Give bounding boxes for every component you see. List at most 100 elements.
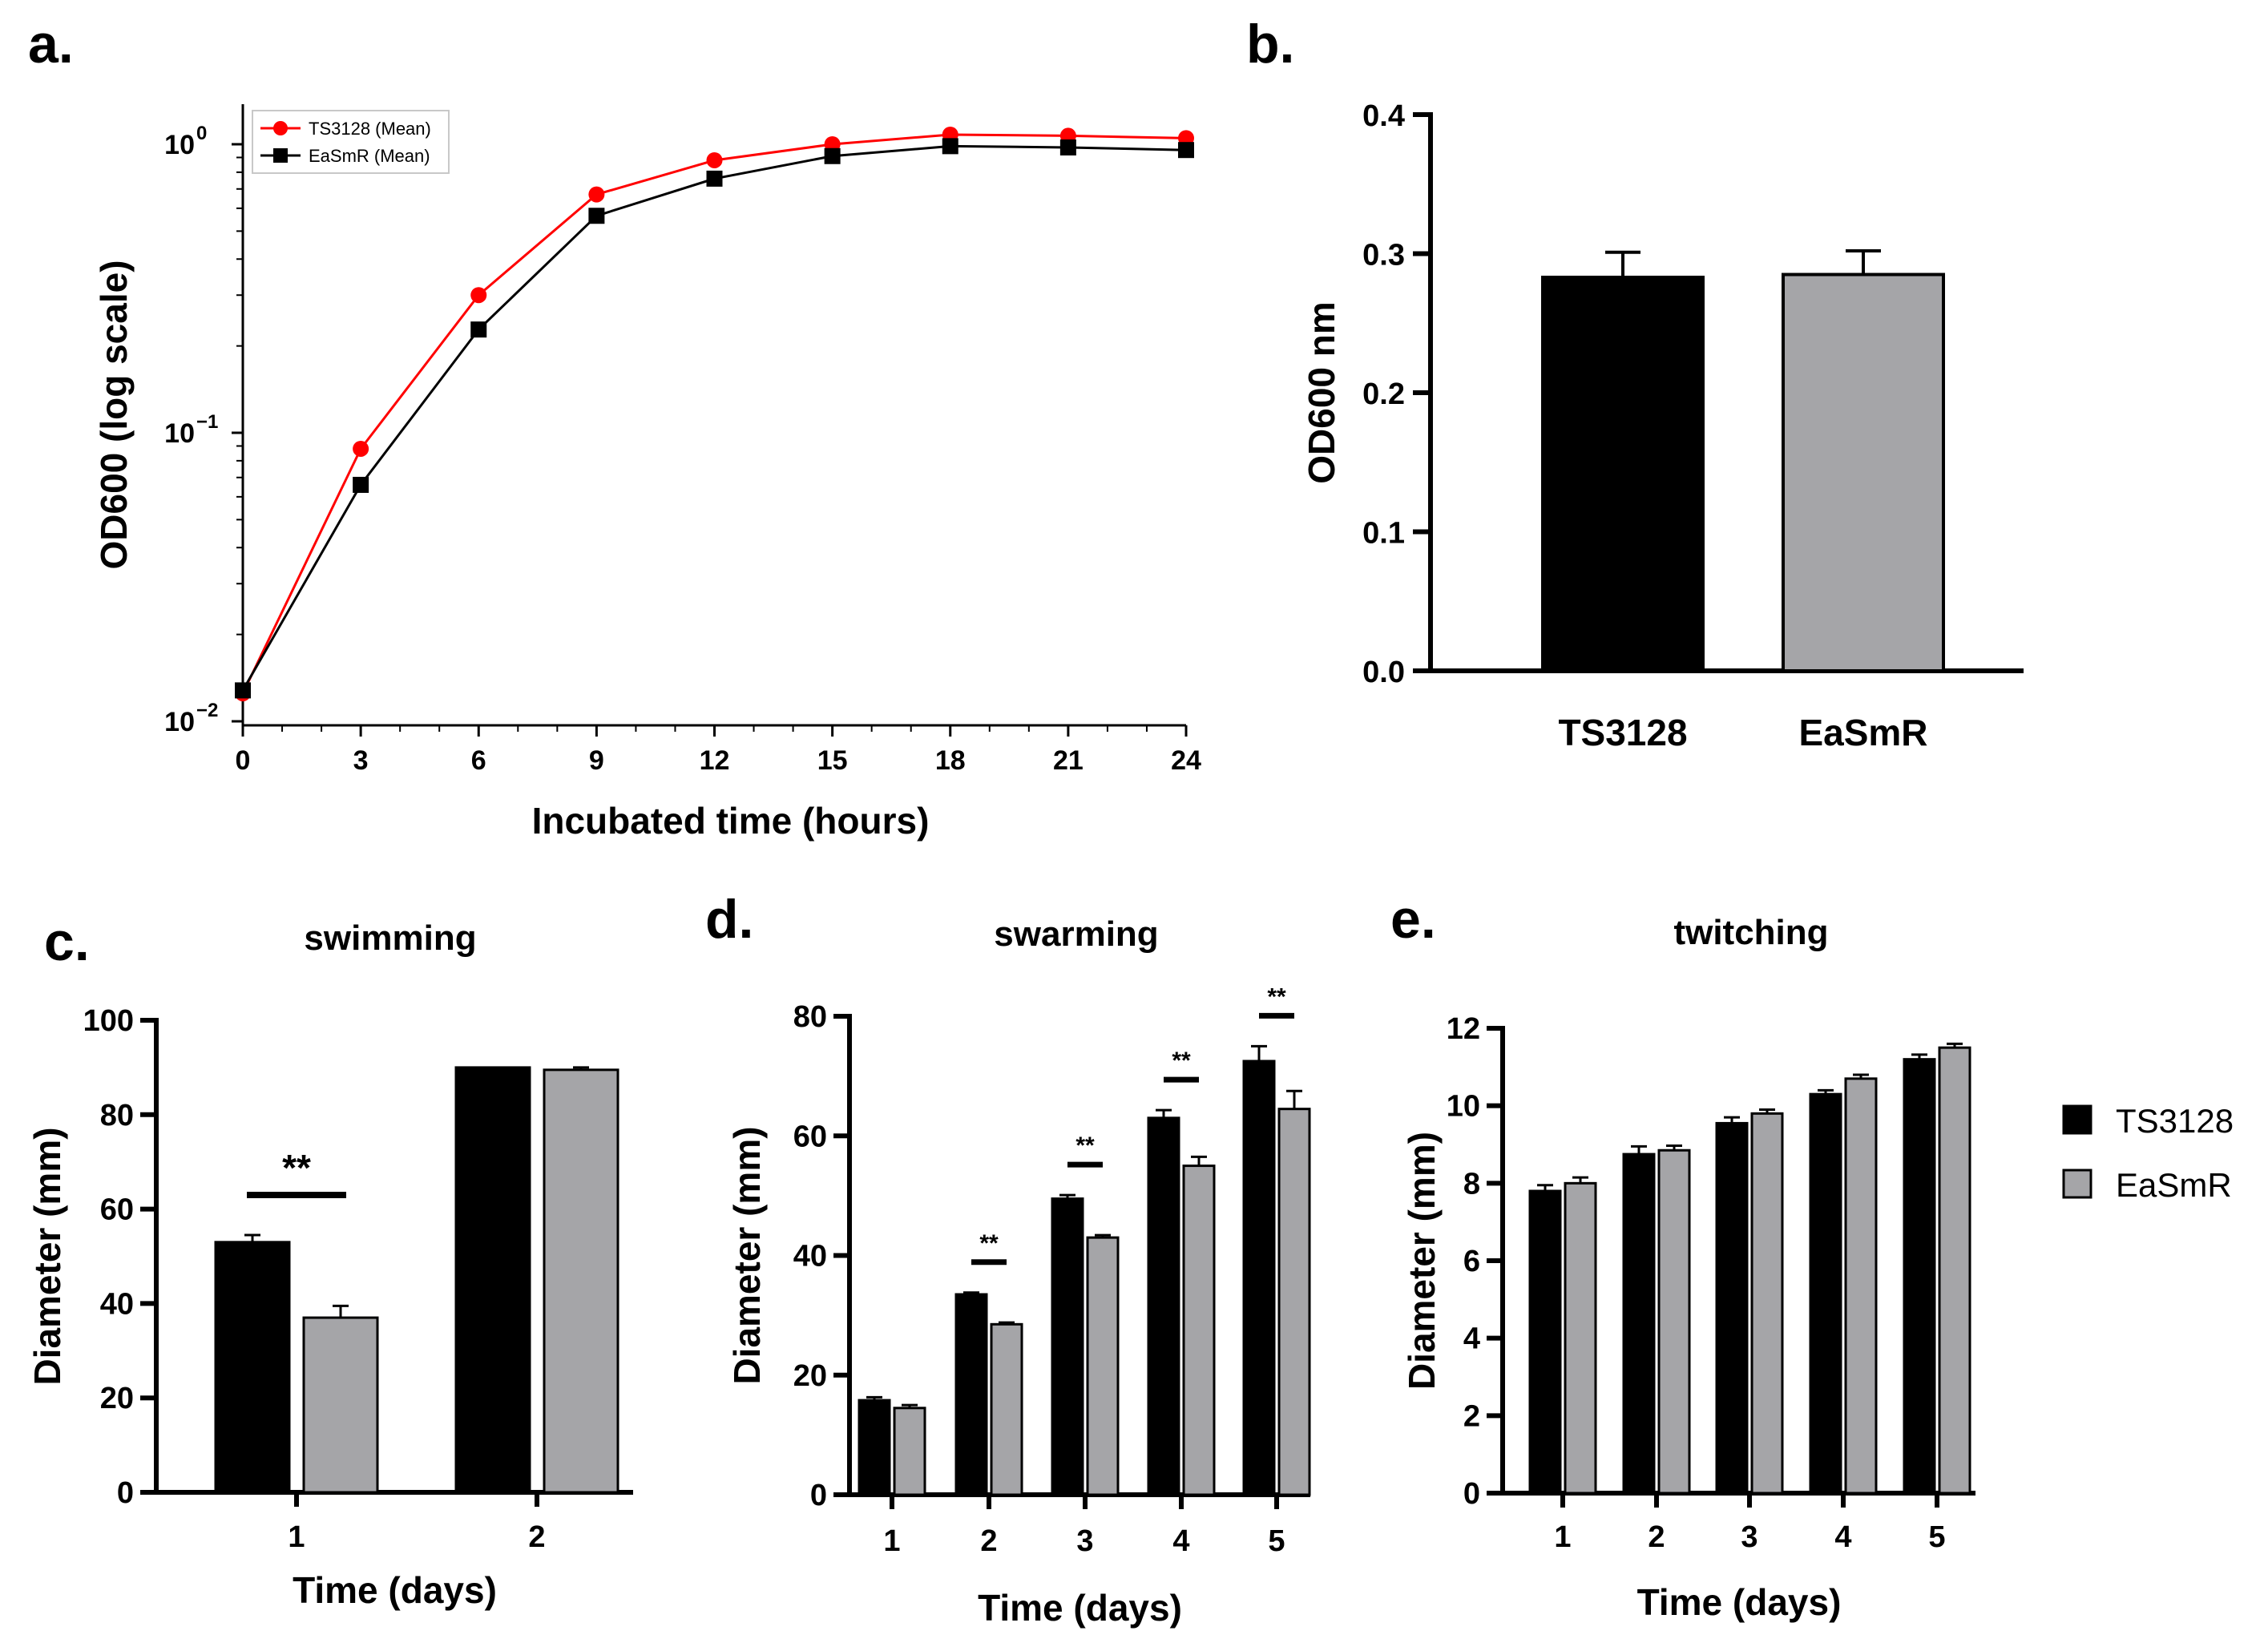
x-tick-label: 5 bbox=[1928, 1520, 1945, 1554]
data-point bbox=[942, 138, 958, 155]
x-tick-label: 1 bbox=[1554, 1520, 1571, 1554]
bar bbox=[1564, 1181, 1597, 1495]
data-point bbox=[235, 682, 251, 699]
x-tick-label: 12 bbox=[700, 745, 730, 776]
x-tick-label: 18 bbox=[935, 745, 966, 776]
y-axis-label: OD600 nm bbox=[1301, 301, 1342, 484]
data-point bbox=[1178, 142, 1194, 159]
y-tick-label: 10 bbox=[164, 418, 195, 449]
y-tick-label: 0.3 bbox=[1362, 239, 1405, 272]
legend-swatch bbox=[2062, 1169, 2092, 1199]
data-point bbox=[588, 208, 605, 224]
legend-label: TS3128 (Mean) bbox=[309, 119, 431, 139]
y-axis-label: Diameter (mm) bbox=[1401, 1132, 1443, 1390]
bar bbox=[1750, 1112, 1784, 1495]
bar bbox=[1528, 1189, 1562, 1495]
significance-marker: ** bbox=[1172, 1048, 1191, 1074]
x-tick-label: 15 bbox=[817, 745, 848, 776]
y-tick-label: 6 bbox=[1463, 1245, 1480, 1278]
significance-marker: ** bbox=[1075, 1132, 1095, 1159]
y-tick-label: 100 bbox=[83, 1004, 134, 1038]
x-tick-label: 4 bbox=[1172, 1524, 1189, 1558]
bar bbox=[1938, 1046, 1971, 1495]
panel-letter: c. bbox=[44, 911, 90, 972]
y-axis-label: OD600 (log scale) bbox=[93, 260, 135, 569]
y-tick-label: 20 bbox=[100, 1382, 134, 1415]
bar bbox=[1782, 272, 1945, 672]
y-tick-label: 0.2 bbox=[1362, 377, 1405, 411]
bar bbox=[1809, 1092, 1842, 1495]
bar bbox=[858, 1399, 891, 1496]
legend-label: TS3128 bbox=[2116, 1102, 2234, 1140]
x-axis-label: Time (days) bbox=[978, 1587, 1182, 1629]
chart-title: swarming bbox=[994, 914, 1158, 954]
x-tick-label: 5 bbox=[1268, 1524, 1285, 1558]
x-tick-label: 2 bbox=[1648, 1520, 1665, 1554]
bar bbox=[454, 1066, 531, 1494]
data-point bbox=[470, 321, 487, 338]
legend-label: EaSmR (Mean) bbox=[309, 146, 430, 166]
shared-legend: TS3128 EaSmR bbox=[2062, 1102, 2234, 1204]
x-axis-label: Time (days) bbox=[293, 1569, 497, 1611]
y-tick-label: 0.4 bbox=[1362, 99, 1405, 133]
bar bbox=[1147, 1116, 1180, 1496]
y-tick-label: 0 bbox=[1463, 1477, 1480, 1511]
x-tick-label: 6 bbox=[471, 745, 486, 776]
y-tick-label: 2 bbox=[1463, 1399, 1480, 1433]
x-tick-label: 2 bbox=[528, 1520, 545, 1554]
bar bbox=[214, 1241, 291, 1494]
series-line bbox=[241, 133, 1187, 694]
panel-d-swarming-chart: d. swarming 0 20 40 60 80 1 2 ** 3 ** 4 ** 5 ** Time (da… bbox=[705, 889, 1311, 1629]
x-tick-label: 3 bbox=[1076, 1524, 1093, 1558]
panel-b-od-bar-chart: b. 0.0 0.1 0.2 0.3 0.4 TS3128 EaSmR OD600 nm bbox=[1246, 14, 2024, 753]
y-tick-exponent: −2 bbox=[196, 700, 218, 721]
data-point bbox=[706, 151, 723, 168]
bar bbox=[1051, 1197, 1084, 1496]
x-tick-label: 2 bbox=[980, 1524, 997, 1558]
y-tick-label: 40 bbox=[793, 1240, 827, 1274]
data-point bbox=[353, 476, 369, 493]
x-tick-label: 0 bbox=[236, 745, 251, 776]
y-tick-exponent: 0 bbox=[196, 123, 207, 144]
y-tick-label: 10 bbox=[164, 707, 195, 737]
bar bbox=[1715, 1121, 1749, 1495]
bar bbox=[1086, 1236, 1120, 1496]
bar bbox=[893, 1407, 926, 1496]
y-tick-label: 10 bbox=[1447, 1090, 1480, 1124]
bar bbox=[543, 1068, 619, 1494]
y-tick-label: 20 bbox=[793, 1359, 827, 1393]
significance-marker: ** bbox=[1267, 983, 1286, 1010]
y-tick-label: 8 bbox=[1463, 1167, 1480, 1201]
y-tick-label: 0 bbox=[810, 1479, 827, 1512]
bar bbox=[302, 1316, 379, 1494]
panel-letter: d. bbox=[705, 889, 753, 950]
significance-marker: ** bbox=[282, 1147, 311, 1189]
significance-marker: ** bbox=[979, 1230, 999, 1257]
y-tick-label: 0.0 bbox=[1362, 656, 1405, 689]
y-tick-exponent: −1 bbox=[196, 411, 218, 433]
data-point bbox=[470, 287, 487, 304]
x-tick-label: 4 bbox=[1834, 1520, 1851, 1554]
x-tick-label: 3 bbox=[353, 745, 369, 776]
x-axis-label: Time (days) bbox=[1637, 1581, 1842, 1623]
panel-letter: b. bbox=[1246, 14, 1294, 75]
x-tick-label: 24 bbox=[1171, 745, 1201, 776]
bar bbox=[1541, 275, 1705, 672]
y-tick-label: 80 bbox=[100, 1099, 134, 1132]
y-axis-label: Diameter (mm) bbox=[726, 1126, 768, 1384]
y-tick-label: 60 bbox=[793, 1120, 827, 1153]
bar bbox=[1657, 1148, 1691, 1495]
bar bbox=[1844, 1077, 1878, 1495]
data-point bbox=[353, 440, 369, 457]
data-point bbox=[706, 170, 723, 187]
y-tick-label: 80 bbox=[793, 1000, 827, 1034]
y-tick-label: 0 bbox=[117, 1476, 134, 1510]
y-axis-label: Diameter (mm) bbox=[26, 1127, 68, 1385]
legend-marker bbox=[273, 121, 288, 135]
chart-title: twitching bbox=[1673, 913, 1828, 952]
bar bbox=[1622, 1153, 1656, 1495]
x-tick-label: 1 bbox=[883, 1524, 900, 1558]
